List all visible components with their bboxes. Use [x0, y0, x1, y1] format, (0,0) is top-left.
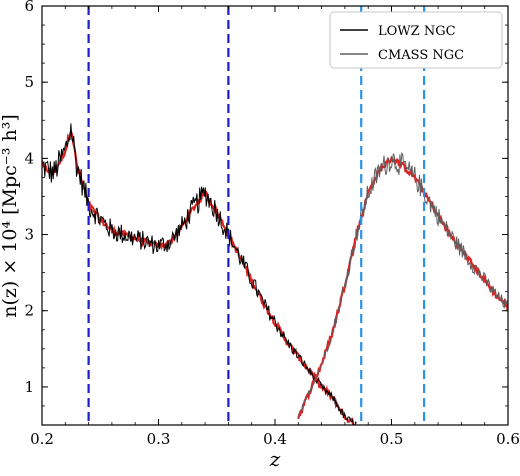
legend-label-lowz: LOWZ NGC: [378, 24, 456, 39]
y-tick-label: 5: [24, 73, 34, 91]
series-line-cmass-ngc: [297, 151, 508, 417]
y-axis-title: n(z) × 10⁴ [Mpc⁻³ h³]: [0, 114, 21, 318]
x-tick-label: 0.3: [147, 430, 171, 448]
x-tick-label: 0.6: [496, 430, 520, 448]
y-tick-label: 2: [24, 302, 34, 320]
legend-label-cmass: CMASS NGC: [378, 48, 464, 63]
x-tick-label: 0.5: [380, 430, 404, 448]
x-tick-label: 0.4: [263, 430, 287, 448]
y-tick-label: 3: [24, 226, 34, 244]
y-tick-label: 4: [24, 149, 34, 167]
y-tick-label: 6: [24, 0, 34, 15]
x-tick-label: 0.2: [30, 430, 54, 448]
plot-area: [42, 6, 508, 425]
x-axis-title: z: [269, 447, 281, 471]
legend-box: [329, 11, 503, 69]
model-line-cmass-ngc: [297, 155, 508, 419]
y-tick-label: 1: [24, 378, 34, 396]
legend: LOWZ NGC CMASS NGC: [329, 11, 503, 69]
ticks: 0.2 0.3 0.4 0.5 0.6 1 2 3 4 5 6: [24, 0, 519, 448]
series-line-lowz-ngc: [42, 123, 357, 425]
